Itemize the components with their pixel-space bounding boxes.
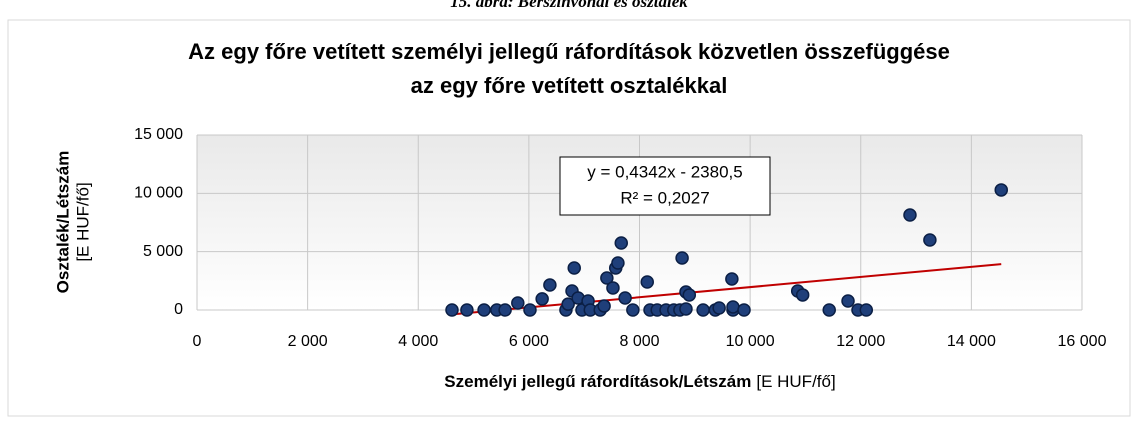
x-label: Személyi jellegű ráfordítások/Létszám <box>444 372 751 391</box>
point <box>523 303 537 317</box>
x-tick-label: 12 000 <box>836 333 885 350</box>
point <box>725 272 739 286</box>
x-tick-label: 2 000 <box>288 333 328 350</box>
y-tick-label: 0 <box>174 301 183 318</box>
x-axis-label: Személyi jellegű ráfordítások/Létszám [E … <box>444 372 835 391</box>
point <box>614 236 628 250</box>
point <box>737 303 751 317</box>
point <box>618 291 632 305</box>
x-tick-label: 6 000 <box>509 333 549 350</box>
point <box>841 294 855 308</box>
annotation-box <box>559 156 771 216</box>
x-tick-label: 8 000 <box>619 333 659 350</box>
point <box>675 251 689 265</box>
point <box>460 303 474 317</box>
trendline <box>451 263 1002 316</box>
point <box>822 303 836 317</box>
point <box>923 233 937 247</box>
chart-title: az egy főre vetített osztalékkal <box>411 73 728 98</box>
point <box>682 288 697 302</box>
point <box>640 275 654 289</box>
point <box>606 281 620 295</box>
x-tick-label: 16 000 <box>1058 333 1107 350</box>
point <box>726 300 740 314</box>
point <box>611 256 625 270</box>
x-unit: [E HUF/fő] <box>756 372 835 391</box>
point <box>561 297 575 311</box>
point <box>511 296 525 310</box>
point <box>477 303 491 317</box>
point <box>600 271 614 285</box>
x-tick-label: 0 <box>193 333 202 350</box>
point <box>696 303 710 317</box>
point <box>543 278 557 292</box>
point <box>795 288 810 302</box>
y-tick-label: 10 000 <box>134 185 183 202</box>
point <box>994 183 1008 197</box>
point <box>445 303 459 317</box>
y-tick-label: 5 000 <box>143 243 183 260</box>
point <box>597 299 611 313</box>
point <box>859 303 874 317</box>
x-tick-label: 14 000 <box>947 333 996 350</box>
point <box>567 261 581 275</box>
x-tick-label: 10 000 <box>726 333 775 350</box>
y-tick-label: 15 000 <box>134 126 183 143</box>
y-axis-label: Osztalék/Létszám [E HUF/fő] <box>53 151 92 294</box>
point <box>712 301 726 315</box>
caption: 15. ábra: Bérszínvonal és osztalék <box>450 0 688 11</box>
point <box>626 303 640 317</box>
annotation: R² = 0,2027 <box>620 188 709 207</box>
annotation: y = 0,4342x - 2380,5 <box>587 162 742 181</box>
chart-title: Az egy főre vetített személyi jellegű rá… <box>188 39 950 64</box>
y-unit: [E HUF/fő] <box>73 182 92 261</box>
point <box>498 303 512 317</box>
point <box>903 208 917 222</box>
x-tick-label: 4 000 <box>398 333 438 350</box>
point <box>679 302 693 316</box>
point <box>535 292 549 306</box>
y-label: Osztalék/Létszám <box>53 151 72 294</box>
